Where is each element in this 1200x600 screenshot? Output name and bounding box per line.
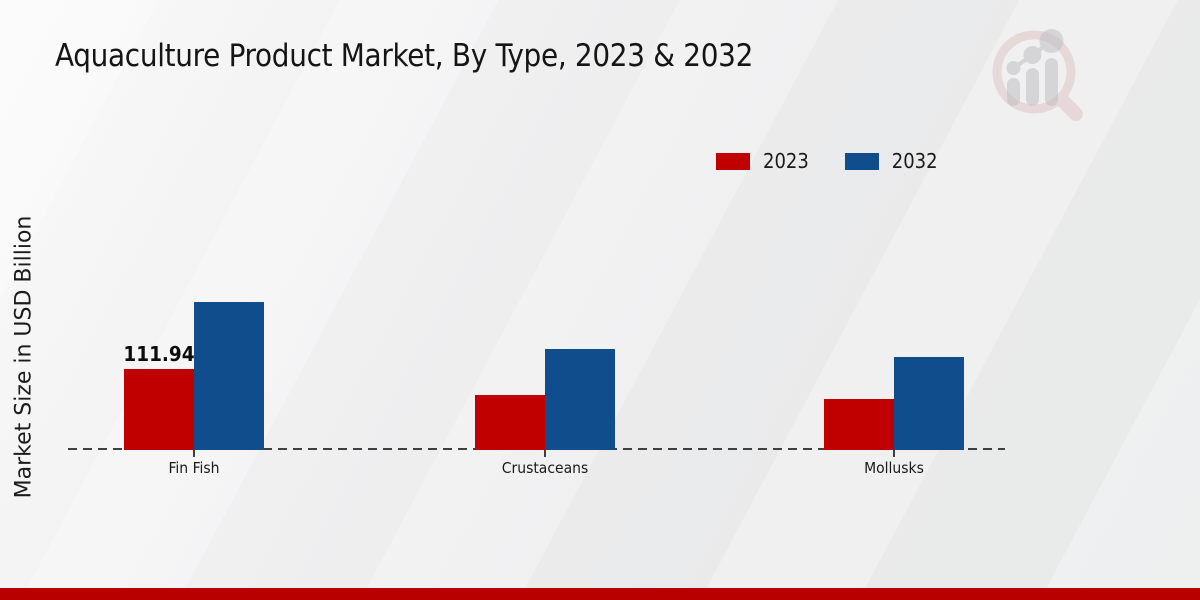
bar-value-label-fin-fish-2023: 111.94 [123,341,195,366]
legend-item-2032: 2032 [844,149,938,173]
chart-title: Aquaculture Product Market, By Type, 202… [55,38,754,74]
legend-item-2023: 2023 [716,149,809,173]
x-tick-mollusks [893,450,895,457]
logo-bar-tall [1045,58,1058,106]
category-label-crustaceans: Crustaceans [501,459,589,477]
logo-magnifier-ring [992,30,1076,114]
magnifier-bar-chart-logo [992,29,1083,121]
bar-2023-crustaceans [475,394,545,450]
legend-swatch-2023 [716,152,750,170]
logo-dot-medium [1023,46,1042,64]
category-label-fin-fish: Fin Fish [168,459,220,477]
legend: 2023 2032 [716,149,938,173]
bar-2032-crustaceans [545,348,615,450]
category-label-mollusks: Mollusks [864,459,924,477]
logo-bar-medium [1026,68,1039,106]
x-tick-crustaceans [544,450,546,457]
legend-label-2032: 2032 [891,149,938,173]
legend-swatch-2032 [844,152,879,170]
logo-bar-short [1007,78,1020,106]
logo-dot-small [1006,61,1021,75]
legend-label-2023: 2023 [763,149,809,173]
bar-2023-fin-fish [124,368,194,450]
bar-2032-fin-fish [194,301,264,450]
logo-dot-large [1039,29,1064,53]
footer-accent-bar [0,588,1200,600]
bar-2032-mollusks [894,356,964,450]
x-tick-fin-fish [193,450,195,457]
logo-magnifier-handle [1055,93,1083,121]
bar-2023-mollusks [824,399,894,450]
